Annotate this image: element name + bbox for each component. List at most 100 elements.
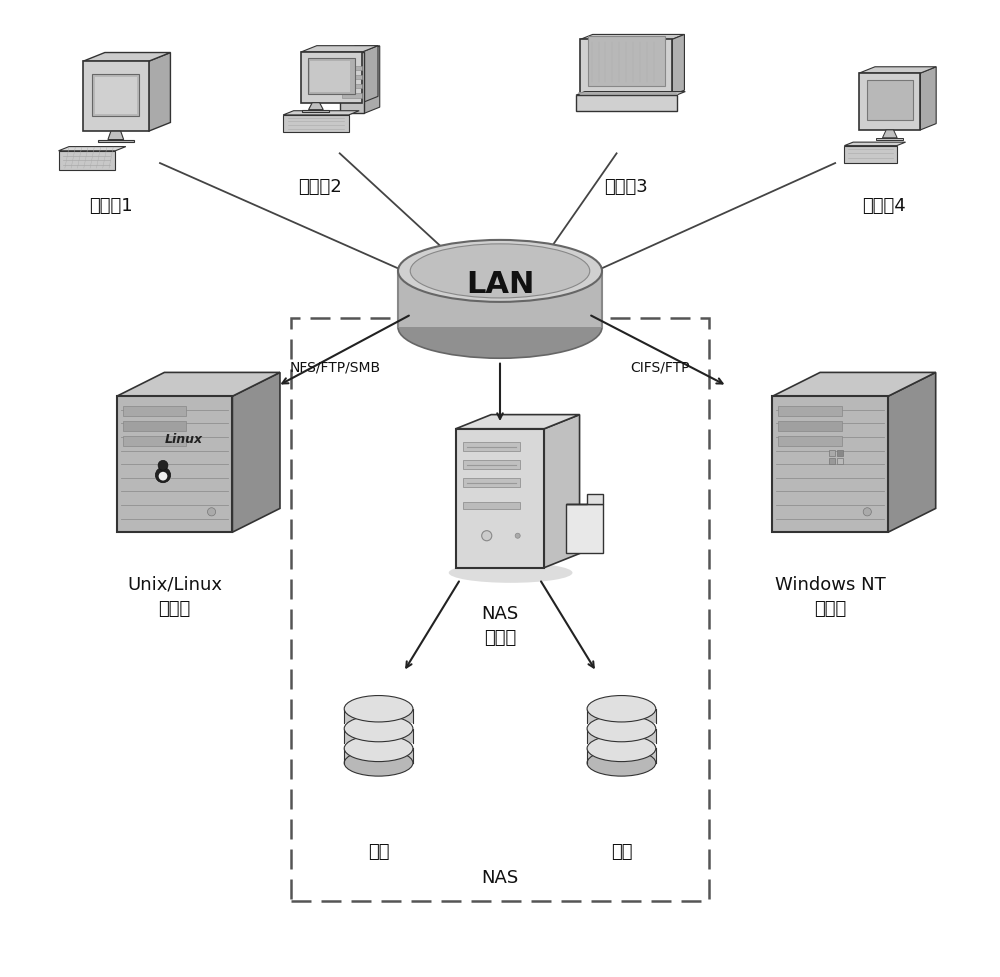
Polygon shape: [888, 372, 936, 532]
Bar: [98, 140, 134, 143]
Ellipse shape: [410, 244, 590, 298]
Ellipse shape: [344, 696, 413, 722]
Bar: [342, 65, 362, 70]
Polygon shape: [309, 103, 323, 109]
Circle shape: [863, 508, 871, 516]
Text: CIFS/FTP: CIFS/FTP: [631, 361, 690, 374]
Polygon shape: [672, 34, 684, 95]
Bar: [778, 437, 842, 446]
Polygon shape: [566, 504, 603, 553]
Ellipse shape: [398, 240, 602, 302]
Polygon shape: [920, 66, 936, 130]
Text: LAN: LAN: [466, 270, 534, 299]
Bar: [876, 138, 903, 140]
Bar: [342, 84, 362, 88]
Text: Windows NT: Windows NT: [775, 575, 886, 594]
Bar: [778, 421, 842, 431]
Bar: [123, 421, 186, 431]
Text: 服务器: 服务器: [158, 600, 191, 618]
Polygon shape: [772, 372, 936, 397]
Polygon shape: [83, 53, 170, 62]
Ellipse shape: [344, 749, 413, 776]
Polygon shape: [859, 66, 936, 73]
Polygon shape: [92, 74, 139, 116]
Ellipse shape: [587, 749, 656, 776]
Ellipse shape: [398, 296, 602, 359]
Bar: [463, 460, 520, 469]
Polygon shape: [117, 372, 280, 397]
Polygon shape: [576, 92, 685, 95]
Text: 服务器: 服务器: [484, 629, 516, 648]
Bar: [829, 458, 835, 464]
Polygon shape: [364, 46, 380, 113]
Bar: [587, 729, 656, 743]
Polygon shape: [149, 53, 170, 131]
Polygon shape: [59, 147, 126, 150]
Polygon shape: [456, 414, 580, 429]
Circle shape: [515, 533, 520, 538]
Text: NAS: NAS: [481, 869, 519, 887]
Bar: [291, 319, 709, 902]
Bar: [123, 406, 186, 416]
Circle shape: [158, 460, 168, 470]
Polygon shape: [83, 62, 149, 131]
Circle shape: [482, 531, 492, 541]
Polygon shape: [588, 36, 665, 86]
Polygon shape: [301, 52, 362, 103]
Bar: [463, 479, 520, 488]
Polygon shape: [576, 95, 677, 110]
Polygon shape: [117, 397, 232, 532]
Polygon shape: [232, 372, 280, 532]
Ellipse shape: [449, 563, 572, 583]
Polygon shape: [566, 493, 603, 504]
Bar: [837, 458, 843, 464]
Polygon shape: [772, 397, 888, 532]
Ellipse shape: [587, 735, 656, 762]
Polygon shape: [580, 34, 684, 39]
Polygon shape: [544, 414, 580, 568]
Polygon shape: [580, 39, 672, 95]
Text: NFS/FTP/SMB: NFS/FTP/SMB: [289, 361, 380, 374]
Polygon shape: [283, 110, 359, 115]
Text: NAS: NAS: [481, 605, 519, 623]
Text: Linux: Linux: [165, 433, 203, 446]
Polygon shape: [362, 46, 378, 103]
Bar: [344, 729, 413, 743]
Bar: [344, 708, 413, 723]
Text: 阵列: 阵列: [611, 843, 632, 861]
Polygon shape: [456, 429, 544, 568]
Circle shape: [207, 508, 216, 516]
Bar: [302, 109, 329, 111]
Text: 客户端1: 客户端1: [90, 197, 133, 215]
Polygon shape: [308, 58, 355, 94]
Polygon shape: [59, 150, 115, 170]
Polygon shape: [108, 131, 124, 140]
Text: 服务器: 服务器: [814, 600, 846, 618]
Bar: [778, 406, 842, 416]
Ellipse shape: [344, 715, 413, 742]
Polygon shape: [844, 146, 897, 163]
Polygon shape: [867, 80, 913, 119]
Text: 磁盘: 磁盘: [368, 843, 389, 861]
Text: 客户端3: 客户端3: [604, 178, 648, 195]
Bar: [398, 271, 602, 327]
Bar: [837, 450, 843, 456]
Bar: [342, 93, 362, 98]
Bar: [463, 443, 520, 451]
Bar: [342, 75, 362, 79]
Polygon shape: [283, 115, 349, 133]
Circle shape: [159, 472, 167, 481]
Ellipse shape: [587, 715, 656, 742]
Text: 客户端4: 客户端4: [862, 197, 906, 215]
Polygon shape: [340, 52, 364, 113]
Bar: [123, 437, 186, 446]
Polygon shape: [310, 62, 350, 92]
Ellipse shape: [344, 735, 413, 762]
Text: 客户端2: 客户端2: [298, 178, 342, 195]
Circle shape: [155, 467, 171, 483]
Ellipse shape: [587, 696, 656, 722]
Text: Unix/Linux: Unix/Linux: [127, 575, 222, 594]
Polygon shape: [859, 73, 920, 130]
Bar: [587, 748, 656, 763]
Polygon shape: [882, 130, 897, 138]
